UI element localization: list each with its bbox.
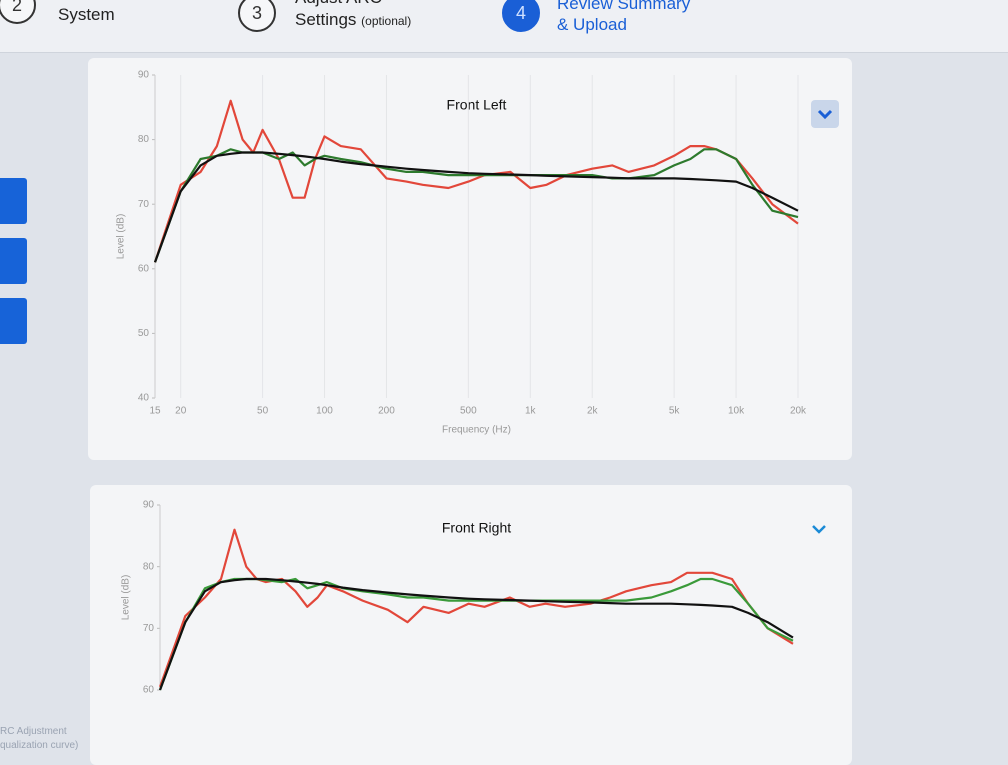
step-note: (optional) [361,14,412,28]
chart-title: Front Left [447,97,507,113]
step-label[interactable]: Review Summary [557,0,691,13]
series-line [153,148,799,263]
y-axis-label: Level (dB) [121,575,132,621]
step-number[interactable]: 3 [238,0,276,32]
y-tick-label: 70 [143,623,155,634]
step-label[interactable]: System [58,5,115,24]
series-line [158,528,794,688]
series-line [158,577,794,691]
y-tick-label: 40 [138,393,150,404]
x-tick-label: 200 [378,406,395,417]
y-tick-label: 60 [138,263,150,274]
x-tick-label: 10k [728,406,745,417]
step-label: Settings [295,10,357,29]
x-tick-label: 500 [460,406,477,417]
chart-title: Front Right [442,520,511,536]
x-tick-label: 100 [316,406,333,417]
side-button[interactable] [0,178,27,224]
expand-button[interactable] [805,515,833,543]
footer-text: RC Adjustment [0,726,67,737]
y-tick-label: 90 [138,70,150,81]
y-tick-label: 90 [143,500,155,511]
expand-button[interactable] [811,100,839,128]
chevron-icon [812,525,826,534]
x-tick-label: 15 [149,406,161,417]
y-tick-label: 70 [138,199,150,210]
y-tick-label: 60 [143,685,155,696]
y-axis-label: Level (dB) [116,214,127,260]
series-line [153,151,799,263]
series-line [158,577,794,691]
x-tick-label: 50 [257,406,269,417]
x-tick-label: 5k [669,406,681,417]
step-label[interactable]: Adjust ARC [295,0,382,8]
step-label[interactable]: & Upload [557,15,627,34]
step-number[interactable]: 4 [502,0,540,32]
x-tick-label: 20k [790,406,807,417]
side-button[interactable] [0,298,27,344]
x-tick-label: 1k [525,406,537,417]
step-bar: 2 System 3 Adjust ARC Settings (optional… [0,0,1008,53]
side-button[interactable] [0,238,27,284]
series-line [153,99,799,263]
chevron-icon [817,109,833,120]
y-tick-label: 50 [138,328,150,339]
y-tick-label: 80 [143,561,155,572]
chart-panel [90,485,852,765]
y-tick-label: 80 [138,134,150,145]
x-tick-label: 20 [175,406,187,417]
step-label[interactable]: Settings (optional) [295,10,411,30]
footer-text: qualization curve) [0,740,79,751]
x-axis-label: Frequency (Hz) [442,425,511,436]
x-tick-label: 2k [587,406,599,417]
chart-panel [88,58,852,460]
